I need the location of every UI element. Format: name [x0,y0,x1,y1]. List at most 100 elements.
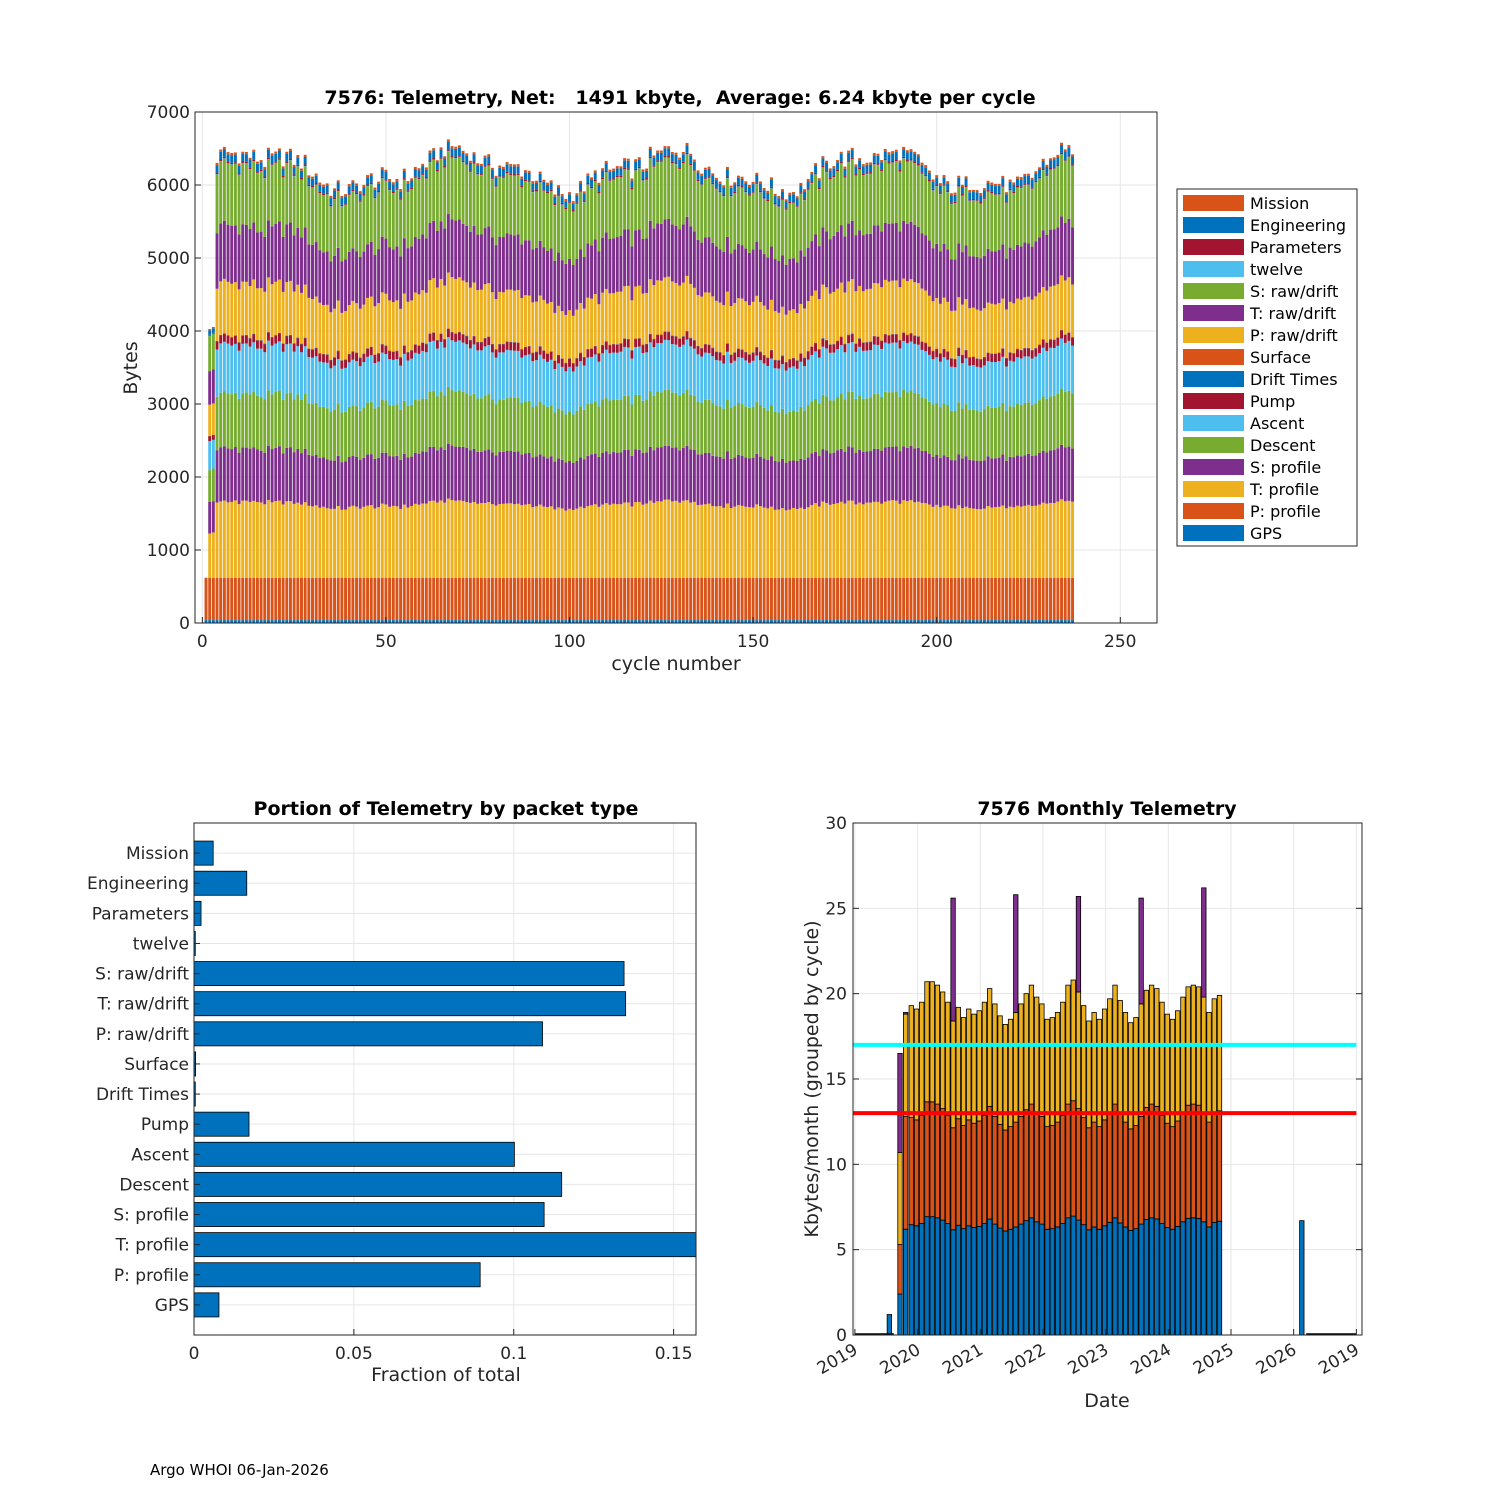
top-bar-segment [285,344,289,394]
top-bar-segment [546,182,549,185]
top-bar-segment [810,182,814,184]
top-bar-segment [968,200,972,202]
top-bar-segment [637,449,641,502]
monthly-bar-segment [1128,1229,1134,1336]
top-bar-segment [1023,297,1027,348]
top-bar-segment [997,303,1001,353]
top-bar-segment [751,192,755,194]
top-bar-segment [226,577,230,621]
top-bar-segment [935,186,939,244]
top-bar-segment [836,169,840,172]
top-bar-segment [373,198,377,199]
top-bar-segment [685,154,689,217]
top-bar-segment [266,340,270,391]
top-bar-segment [1004,202,1008,259]
monthly-bar-segment [1054,1226,1061,1336]
top-bar-segment [388,247,392,301]
top-bar-segment [531,577,535,621]
top-bar-segment [663,389,667,446]
top-bar-segment [942,186,946,244]
top-bar-segment [259,160,263,163]
top-bar-segment [623,395,627,450]
top-bar-segment [498,620,502,623]
monthly-bar-segment [1023,993,1029,1111]
top-bar-segment [648,391,652,447]
top-bar-segment [307,177,311,185]
top-bar-segment [355,620,359,623]
top-bar-segment [292,343,296,344]
top-bar-segment [498,399,502,452]
top-bar-segment [920,620,924,623]
top-bar-segment [847,161,851,163]
top-bar-segment [333,199,336,256]
top-bar-segment [993,458,997,508]
top-bar-segment [472,344,476,394]
top-bar-segment [931,456,935,507]
top-bar-segment [314,183,318,185]
top-bar-segment [1038,344,1041,346]
top-bar-segment [215,340,219,342]
top-bar-segment [461,334,465,335]
top-bar-segment [788,203,792,259]
top-bar-segment [938,361,942,408]
top-bar-segment [516,234,520,290]
top-bar-segment [817,456,821,507]
top-bar-segment [792,366,795,411]
top-bar-segment [685,275,689,331]
top-bar-segment [388,620,392,623]
top-bar-segment [270,394,274,450]
top-bar-segment [689,394,693,450]
top-bar-segment [696,172,700,180]
top-bar-segment [674,162,678,164]
top-bar-segment [586,184,590,244]
top-bar-segment [847,281,851,335]
top-bar-segment [490,178,494,180]
top-bar-segment [461,153,465,161]
top-bar-segment [858,577,862,621]
top-bar-segment [803,410,806,460]
top-bar-segment [788,460,792,510]
top-bar-segment [865,342,869,343]
top-bar-segment [288,160,292,161]
top-bar-segment [314,242,318,297]
top-bar-segment [825,172,829,232]
top-bar-segment [667,331,671,333]
top-bar-segment [560,204,564,205]
top-bar-segment [263,343,267,345]
top-bar-segment [311,456,314,507]
top-bar-segment [887,335,891,344]
top-bar-segment [927,170,931,173]
top-bar-segment [490,399,494,453]
top-bar-segment [450,390,454,446]
top-bar-segment [839,161,843,164]
top-bar-segment [902,156,906,159]
top-bar-segment [523,346,527,348]
top-bar-segment [861,398,865,452]
top-bar-segment [858,338,862,339]
top-bar-segment [755,347,759,356]
top-bar-segment [740,404,744,456]
top-bar-segment [1049,347,1052,397]
top-bar-segment [740,349,744,358]
top-bar-segment [670,335,674,337]
top-bar-segment [740,187,744,189]
top-bar-segment [325,183,329,186]
top-bar-segment [905,447,909,502]
top-bar-segment [252,391,256,448]
top-bar-segment [395,351,399,360]
monthly-bar-segment [950,897,956,1022]
top-bar-segment [288,280,292,335]
top-bar-segment [843,577,847,621]
top-bar-segment [244,334,248,336]
top-bar-segment [314,356,318,403]
top-bar-segment [696,170,700,173]
top-bar-segment [450,620,454,623]
top-bar-segment [755,347,759,348]
top-bar-segment [465,164,469,166]
top-bar-segment [766,357,770,366]
top-bar-segment [424,177,428,179]
top-bar-segment [707,353,711,400]
top-bar-segment [828,177,832,180]
top-bar-segment [960,408,964,459]
top-bar-segment [230,345,234,395]
